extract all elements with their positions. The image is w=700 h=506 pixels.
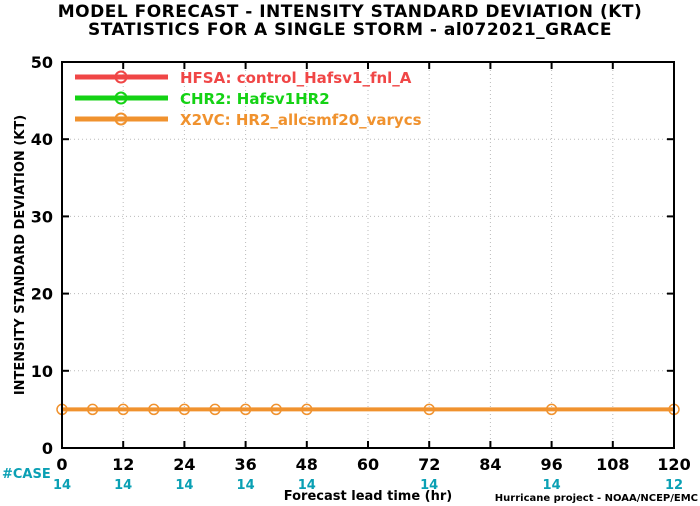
chart-title: MODEL FORECAST - INTENSITY STANDARD DEVI… (57, 2, 643, 22)
x-tick-label: 48 (296, 455, 318, 474)
case-count: 14 (298, 478, 316, 493)
y-tick-label: 10 (31, 362, 53, 381)
chart-subtitle: STATISTICS FOR A SINGLE STORM - al072021… (88, 20, 612, 40)
x-tick-label: 96 (540, 455, 562, 474)
x-tick-label: 36 (234, 455, 256, 474)
grid (62, 62, 674, 448)
case-count: 14 (175, 478, 193, 493)
x-tick-label: 0 (56, 455, 67, 474)
case-count: 14 (237, 478, 255, 493)
y-tick-label: 20 (31, 285, 53, 304)
data-point (86, 403, 99, 416)
case-label: #CASE (2, 467, 51, 482)
series-layer (56, 403, 680, 416)
y-tick-label: 40 (31, 130, 53, 149)
data-point (270, 403, 282, 416)
case-count: 14 (53, 478, 71, 493)
data-point (301, 403, 313, 416)
x-tick-label: 120 (657, 455, 690, 474)
legend: HFSA: control_Hafsv1_fnl_A CHR2: Hafsv1HR… (75, 69, 422, 129)
x-tick-label: 60 (357, 455, 379, 474)
data-point (178, 403, 191, 416)
legend-entry: HFSA: control_Hafsv1_fnl_A (180, 69, 412, 87)
case-count: 12 (665, 478, 683, 493)
y-axis-label: INTENSITY STANDARD DEVIATION (KT) (13, 115, 28, 395)
case-count: 14 (543, 478, 561, 493)
x-tick-label: 108 (596, 455, 629, 474)
data-point (148, 403, 160, 416)
case-count: 14 (114, 478, 132, 493)
y-tick-label: 0 (42, 439, 53, 458)
x-tick-label: 12 (112, 455, 134, 474)
case-counts: 14 14 14 14 14 14 14 12 (53, 478, 683, 493)
data-point (423, 403, 435, 416)
x-tick-label: 84 (479, 455, 501, 474)
y-tick-label: 30 (31, 207, 53, 226)
x-tick-label: 72 (418, 455, 440, 474)
legend-marker (114, 91, 128, 105)
case-count: 14 (420, 478, 438, 493)
y-tick-label: 50 (31, 53, 53, 72)
credit-text: Hurricane project - NOAA/NCEP/EMC (495, 493, 698, 504)
x-axis-label: Forecast lead time (hr) (284, 489, 452, 504)
axis-ticks: 0 12 24 36 48 60 72 84 96 108 120 0 10 20 30 40 50 (31, 53, 691, 474)
x-tick-label: 24 (173, 455, 195, 474)
data-point (209, 403, 221, 416)
legend-marker (114, 70, 128, 84)
data-point (117, 403, 129, 416)
legend-entry: CHR2: Hafsv1HR2 (180, 90, 330, 108)
legend-entry: X2VC: HR2_allcsmf20_varycs (180, 111, 422, 129)
data-point (545, 403, 558, 416)
legend-marker (114, 112, 128, 126)
data-point (239, 403, 252, 416)
